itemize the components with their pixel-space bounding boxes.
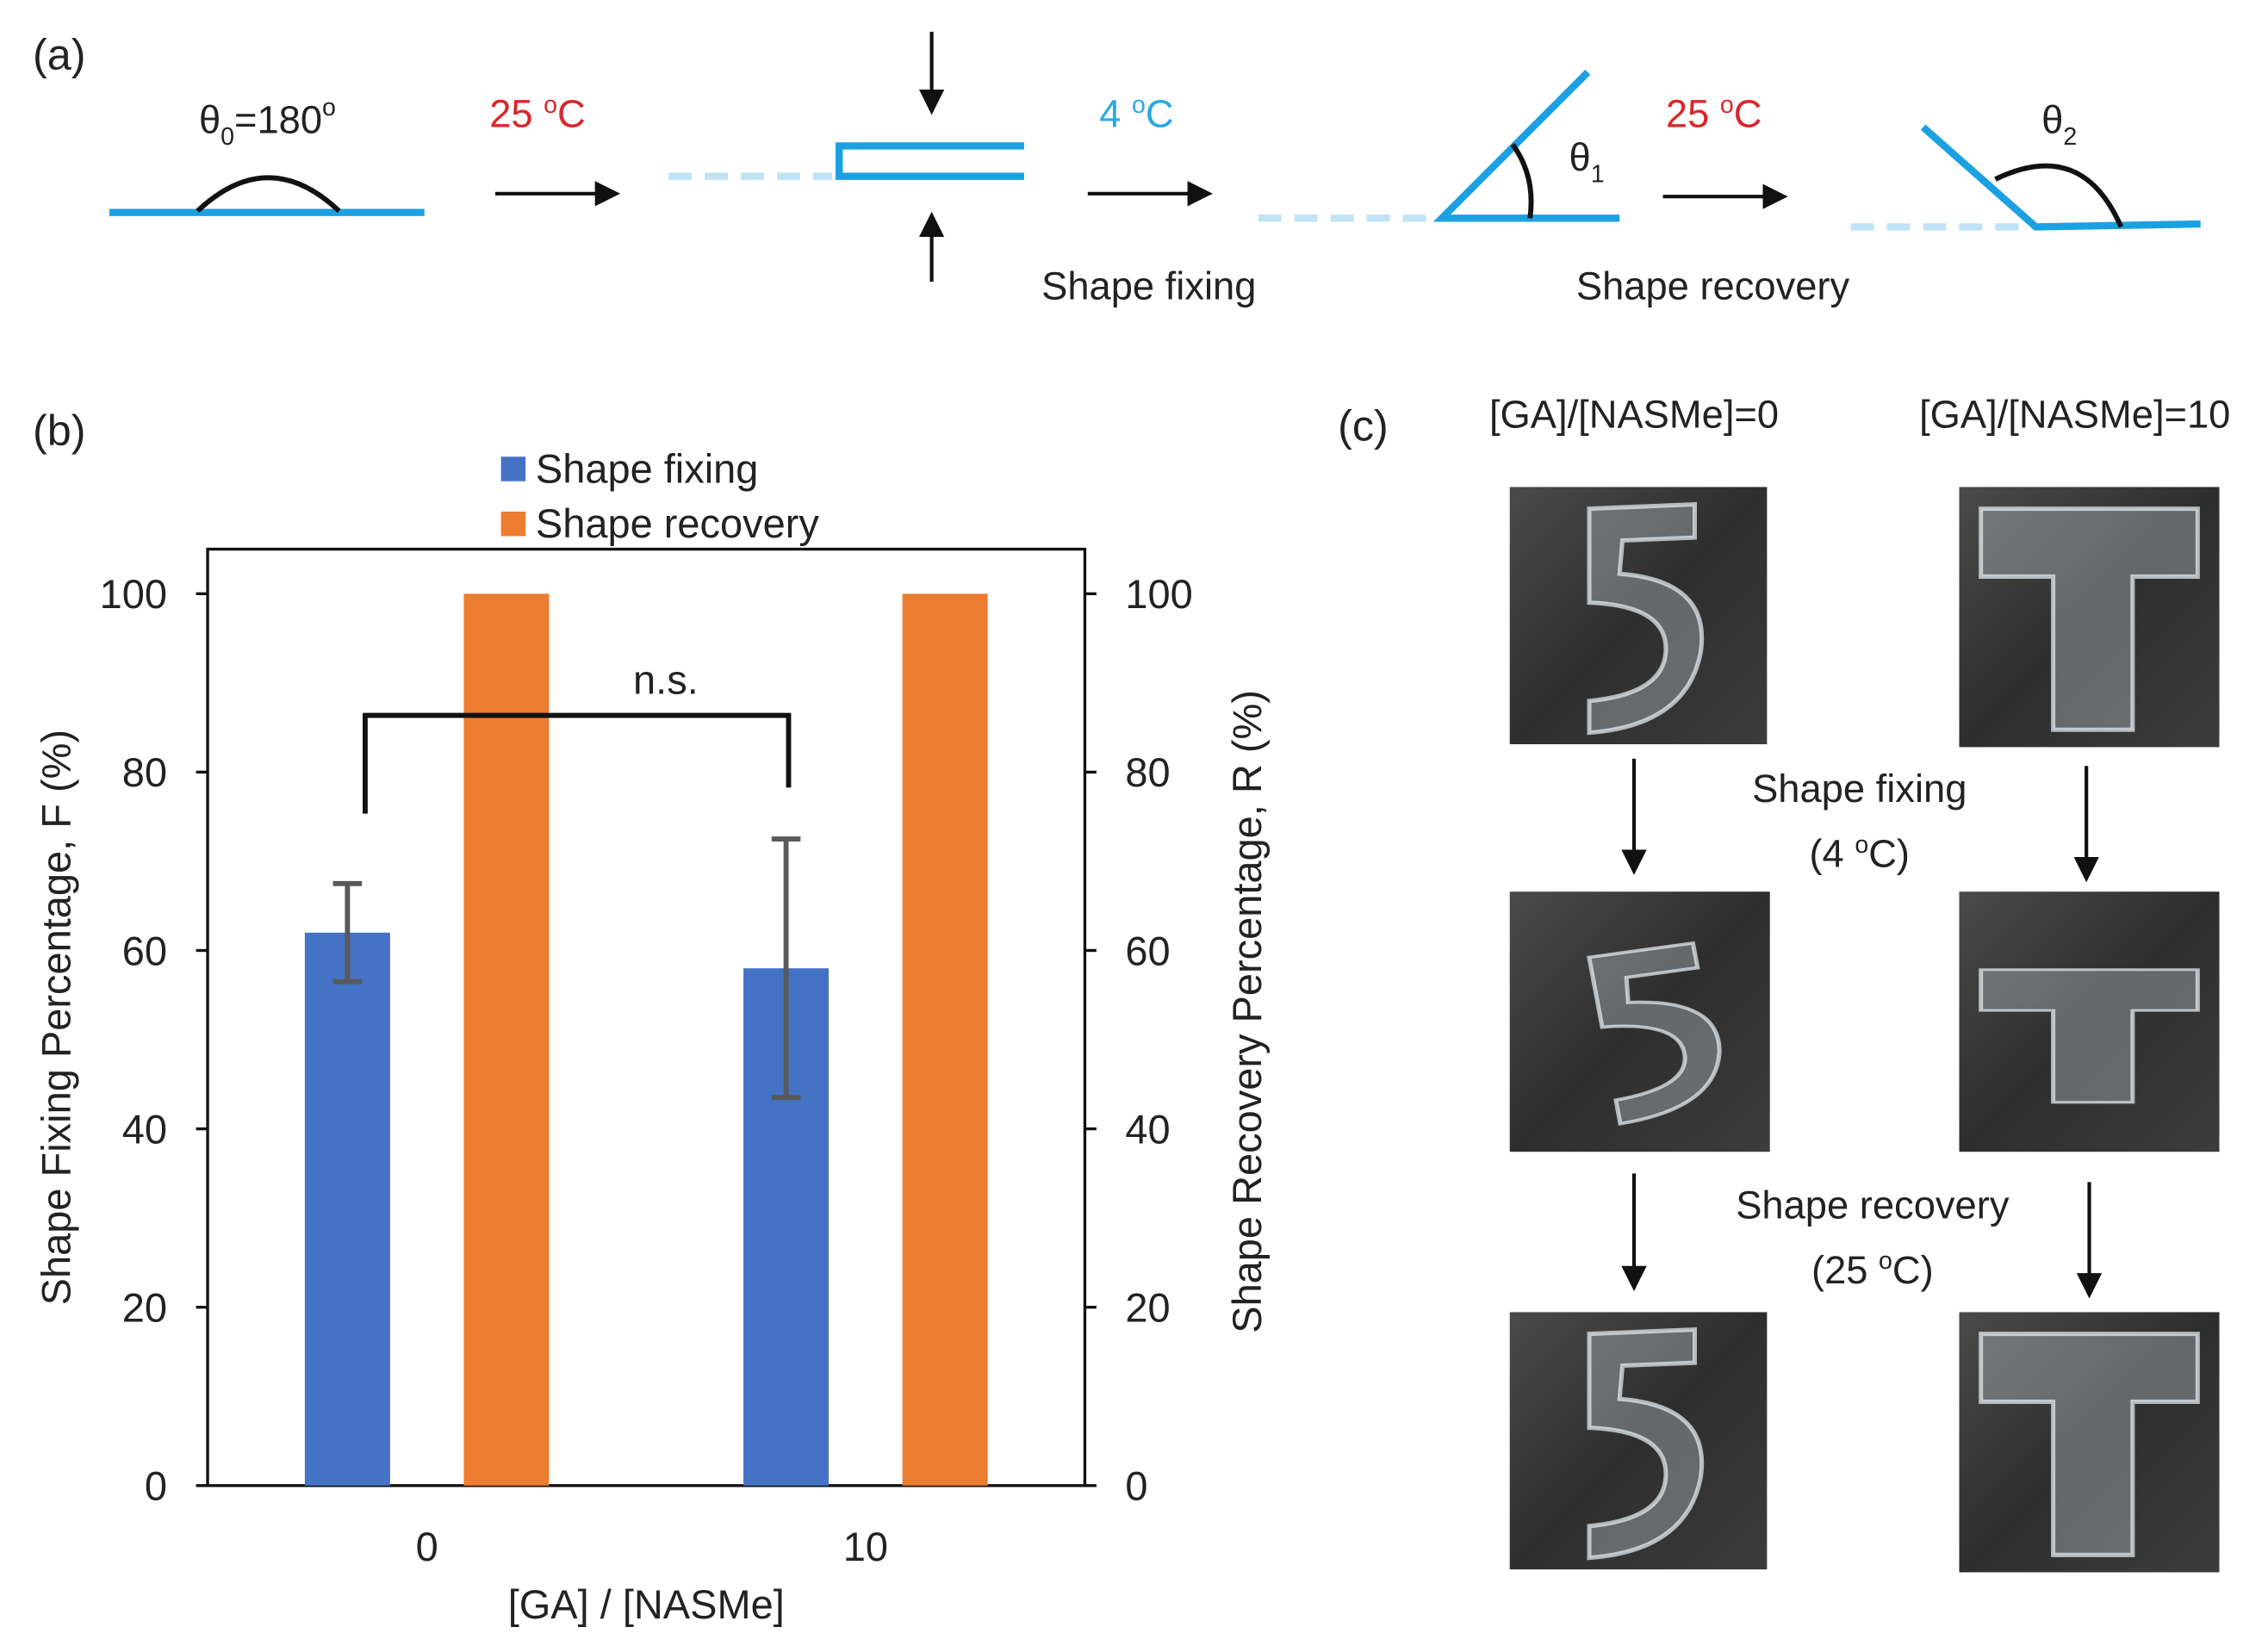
- photo: [1959, 891, 2220, 1152]
- legend-label: Shape fixing: [536, 445, 759, 491]
- step-temp: (25 oC): [1811, 1247, 1934, 1292]
- temp-label: 25 oC: [1666, 91, 1762, 136]
- error-bar: [771, 836, 801, 1101]
- y-tick-label: 40: [122, 1106, 167, 1152]
- theta0: θ0=180o: [199, 94, 336, 151]
- bent-strip: [1432, 69, 1620, 222]
- y-tick-label: 100: [100, 571, 167, 617]
- photo: [1509, 487, 1768, 745]
- x-tick-label: 10: [843, 1524, 888, 1569]
- legend-label: Shape recovery: [536, 500, 819, 546]
- photo: [1509, 891, 1770, 1152]
- y2-tick-label: 60: [1125, 928, 1170, 973]
- step-label: Shape recovery: [1736, 1183, 2010, 1227]
- y-tick-label: 0: [145, 1463, 167, 1509]
- error-bar: [332, 880, 363, 984]
- angle-arc: [1994, 163, 2124, 228]
- x-axis-label: [GA] / [NASMe]: [508, 1581, 785, 1627]
- step-temp: (4 oC): [1809, 831, 1910, 876]
- annotation: n.s.: [633, 656, 699, 702]
- theta1: θ1: [1569, 135, 1605, 188]
- y-tick-label: 60: [122, 928, 167, 973]
- angle-arc: [196, 175, 341, 214]
- bar: [902, 593, 988, 1486]
- step-label: Shape recovery: [1576, 264, 1850, 307]
- legend-swatch: [500, 457, 526, 481]
- y2-tick-label: 40: [1125, 1106, 1170, 1152]
- step-label: Shape fixing: [1041, 264, 1256, 307]
- y2-tick-label: 80: [1125, 749, 1170, 795]
- theta2: θ2: [2041, 97, 2077, 150]
- y2-axis-label: Shape Recovery Percentage, R (%): [1224, 690, 1270, 1333]
- y-tick-label: 80: [122, 749, 167, 795]
- photo: [1509, 1312, 1768, 1570]
- plot-frame: [206, 547, 1087, 1488]
- temp-label: 4 oC: [1099, 91, 1173, 136]
- y2-tick-label: 100: [1125, 571, 1192, 617]
- bar: [463, 593, 550, 1486]
- column-label: [GA]/[NASMe]=0: [1489, 393, 1779, 437]
- folded-strip: [836, 142, 1024, 180]
- panel-label: (c): [1338, 401, 1389, 450]
- panel-label: (a): [33, 30, 86, 79]
- x-tick-label: 0: [416, 1524, 438, 1569]
- photo: [1959, 1312, 2220, 1573]
- recovered-strip: [1920, 124, 2201, 231]
- y2-tick-label: 0: [1125, 1463, 1147, 1509]
- temp-label: 25 oC: [489, 91, 586, 136]
- bar: [304, 932, 390, 1486]
- legend-swatch: [500, 511, 526, 537]
- y-axis-label: Shape Fixing Percentage, F (%): [34, 730, 79, 1305]
- significance-bracket: [362, 712, 792, 814]
- y-tick-label: 20: [122, 1284, 167, 1330]
- photo: [1959, 487, 2220, 748]
- y2-tick-label: 20: [1125, 1284, 1170, 1330]
- step-label: Shape fixing: [1752, 767, 1967, 811]
- column-label: [GA]/[NASMe]=10: [1919, 393, 2230, 437]
- panel-label: (b): [33, 406, 86, 455]
- angle-arc: [1510, 143, 1534, 219]
